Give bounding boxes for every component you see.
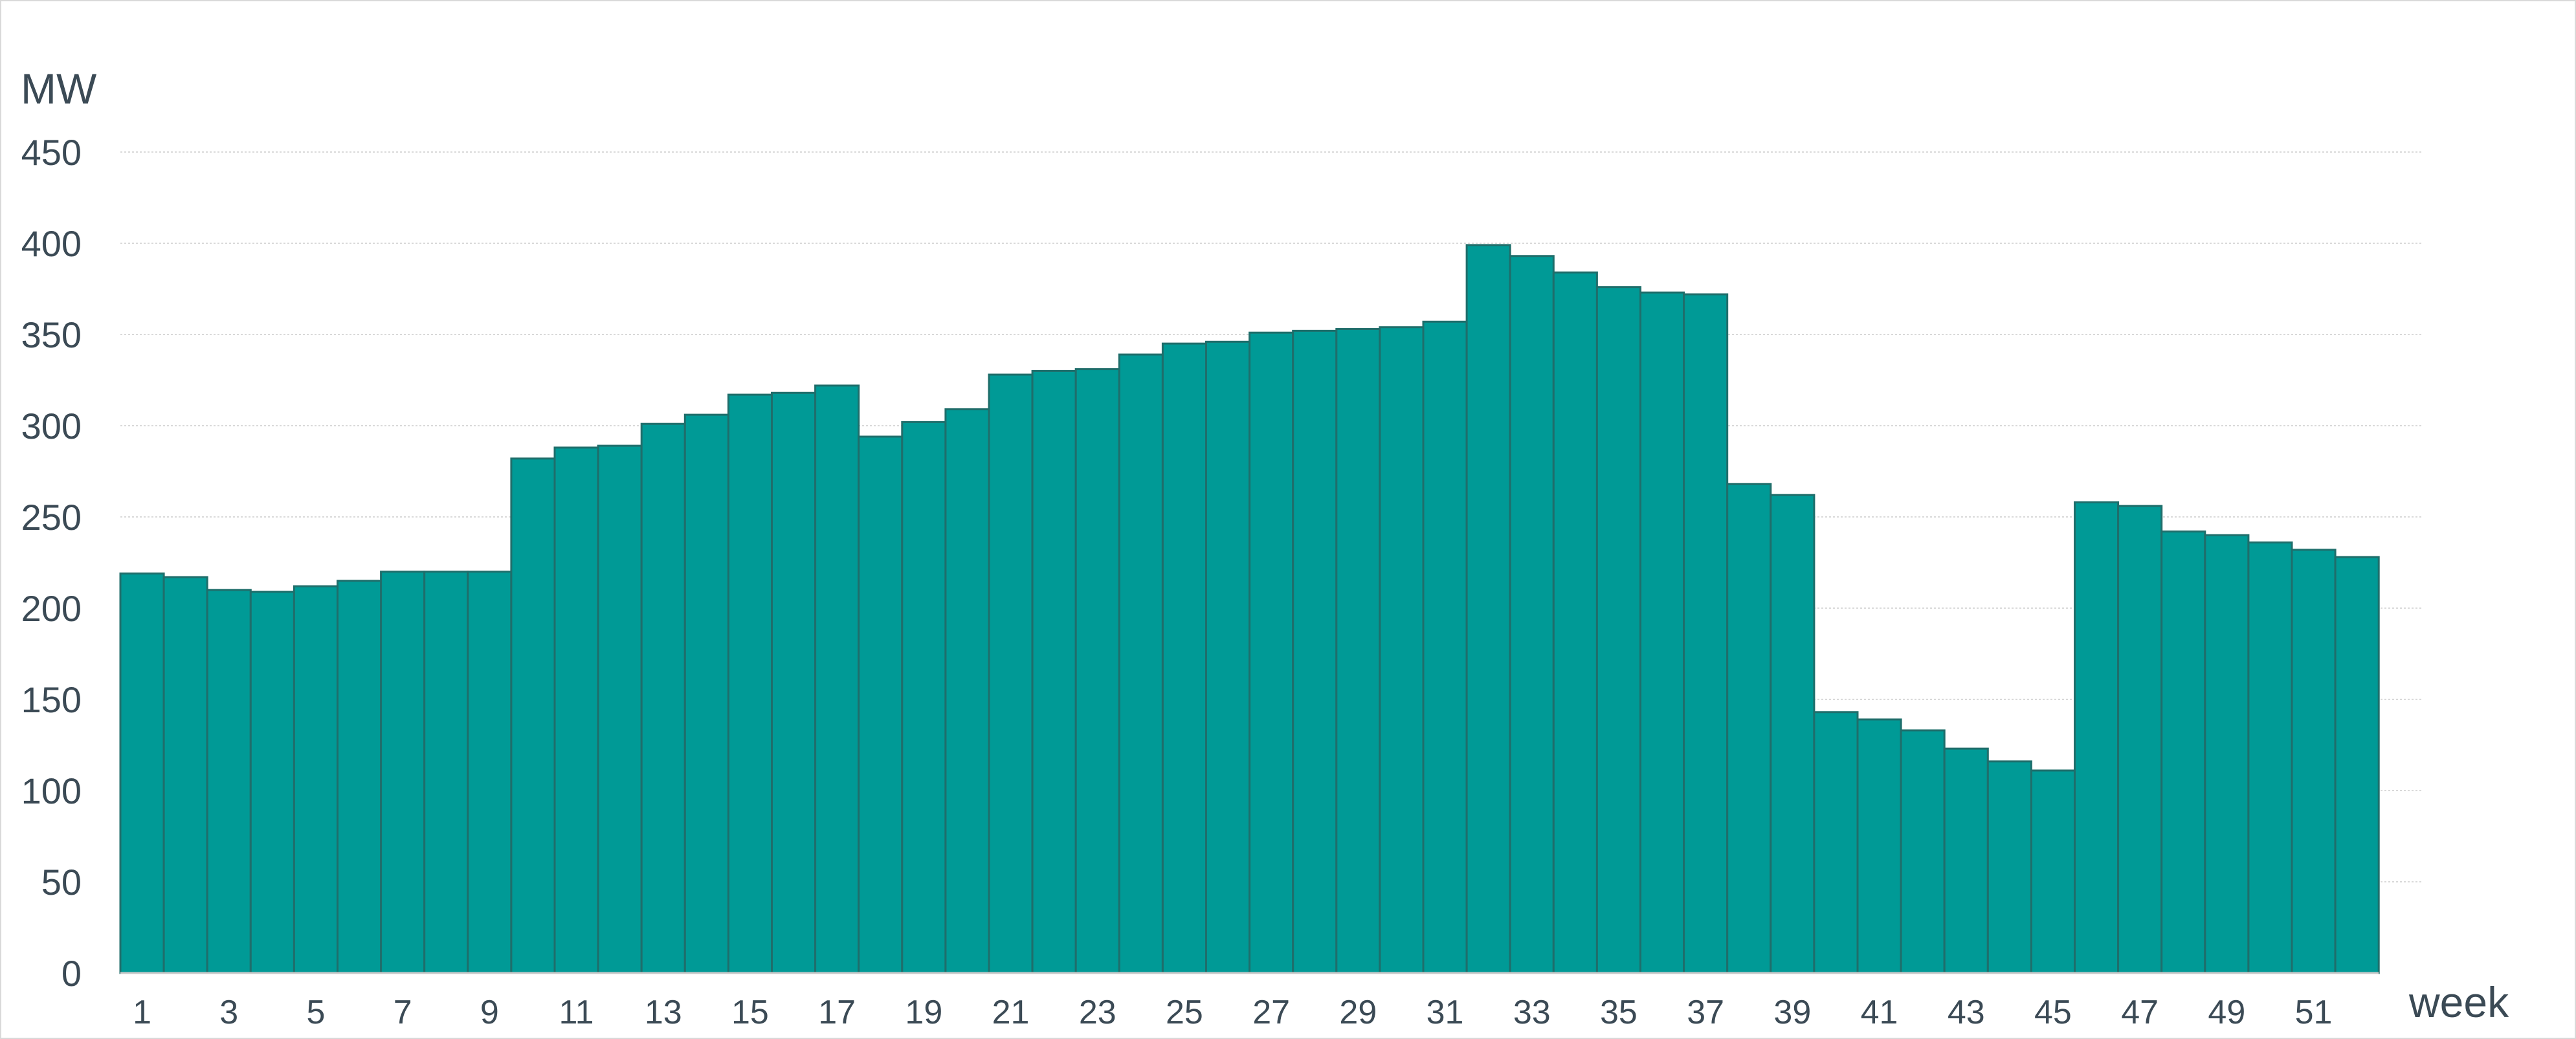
bar-week-8 [423,571,469,974]
bars [119,244,2380,974]
bar-week-25 [1161,342,1208,974]
bar-week-35 [1595,286,1641,974]
bar-week-51 [2291,549,2337,974]
bar-week-5 [293,585,339,974]
bar-week-14 [683,413,729,974]
x-tick-label: 15 [731,994,769,1031]
bar-week-23 [1074,368,1120,974]
bar-week-47 [2117,505,2163,974]
bar-week-4 [249,591,295,974]
bar-week-17 [814,384,860,974]
bar-week-42 [1900,729,1946,974]
x-tick-label: 37 [1687,994,1724,1031]
x-tick-label: 31 [1427,994,1464,1031]
y-tick-label: 100 [21,771,82,811]
bar-week-50 [2247,541,2293,974]
bar-week-16 [771,391,817,974]
bar-week-27 [1249,331,1294,974]
bar-week-37 [1683,293,1729,974]
x-tick-labels: 1 3 5 7 9 11 13 15 17 19 21 23 25 27 29 31 33 35 37 39 41 43 4… [133,994,2332,1031]
y-tick-label: 450 [21,132,82,173]
y-tick-labels: 0 50 100 150 200 250 300 350 400 450 [21,132,82,994]
x-axis-title: week [2408,978,2509,1026]
bar-week-29 [1335,328,1381,974]
bar-week-49 [2204,534,2250,974]
x-tick-label: 13 [645,994,682,1031]
bar-week-1 [119,572,165,974]
bar-week-34 [1552,271,1598,974]
bar-week-9 [467,571,513,974]
x-tick-label: 1 [133,994,151,1031]
x-tick-label: 5 [306,994,325,1031]
bar-week-28 [1292,329,1338,974]
x-tick-label: 21 [992,994,1030,1031]
y-tick-label: 350 [21,314,82,355]
x-tick-label: 33 [1513,994,1551,1031]
x-tick-label: 7 [394,994,412,1031]
bar-week-24 [1118,353,1164,974]
x-tick-label: 41 [1861,994,1898,1031]
bar-week-36 [1639,291,1685,974]
bar-week-11 [553,446,599,974]
bar-week-41 [1856,718,1902,974]
x-tick-label: 43 [1948,994,1985,1031]
bar-week-26 [1205,340,1251,974]
y-tick-label: 250 [21,497,82,538]
x-tick-label: 11 [559,994,594,1031]
x-tick-label: 3 [219,994,238,1031]
bar-week-40 [1813,711,1859,974]
bar-week-45 [2030,769,2076,974]
x-tick-label: 45 [2034,994,2072,1031]
bar-week-38 [1726,483,1772,974]
bar-week-33 [1509,255,1555,974]
bar-week-21 [988,373,1034,974]
bar-week-7 [380,571,426,974]
bar-week-6 [337,580,383,974]
bar-week-2 [162,576,208,974]
bar-week-46 [2074,501,2120,974]
bar-week-13 [640,422,686,974]
bar-week-22 [1031,369,1077,974]
y-tick-label: 50 [41,862,82,902]
x-tick-label: 47 [2121,994,2159,1031]
bar-week-15 [727,393,773,974]
x-tick-label: 9 [480,994,499,1031]
y-axis-title: MW [21,65,97,113]
bar-week-3 [206,589,252,974]
y-tick-label: 0 [61,953,82,994]
bar-week-31 [1422,320,1468,974]
bar-week-19 [901,421,947,974]
y-tick-label: 300 [21,406,82,446]
y-tick-label: 400 [21,223,82,264]
bar-week-18 [858,435,904,974]
bar-week-12 [597,444,643,974]
x-tick-label: 17 [818,994,856,1031]
bar-week-43 [1943,747,1989,974]
x-tick-label: 29 [1339,994,1377,1031]
x-tick-label: 49 [2208,994,2245,1031]
bar-week-20 [944,408,990,974]
x-tick-label: 19 [905,994,942,1031]
x-tick-label: 51 [2295,994,2333,1031]
bar-week-48 [2160,530,2206,974]
bar-week-39 [1770,494,1815,974]
x-tick-label: 39 [1773,994,1811,1031]
x-tick-label: 27 [1252,994,1290,1031]
y-tick-label: 200 [21,588,82,629]
x-tick-label: 23 [1079,994,1116,1031]
y-tick-label: 150 [21,679,82,720]
bar-week-30 [1379,326,1425,974]
x-tick-label: 25 [1166,994,1203,1031]
bar-week-44 [1986,760,2032,974]
bar-week-10 [510,457,556,974]
x-tick-label: 35 [1600,994,1638,1031]
bar-week-32 [1465,244,1511,974]
bar-week-52 [2334,556,2380,974]
